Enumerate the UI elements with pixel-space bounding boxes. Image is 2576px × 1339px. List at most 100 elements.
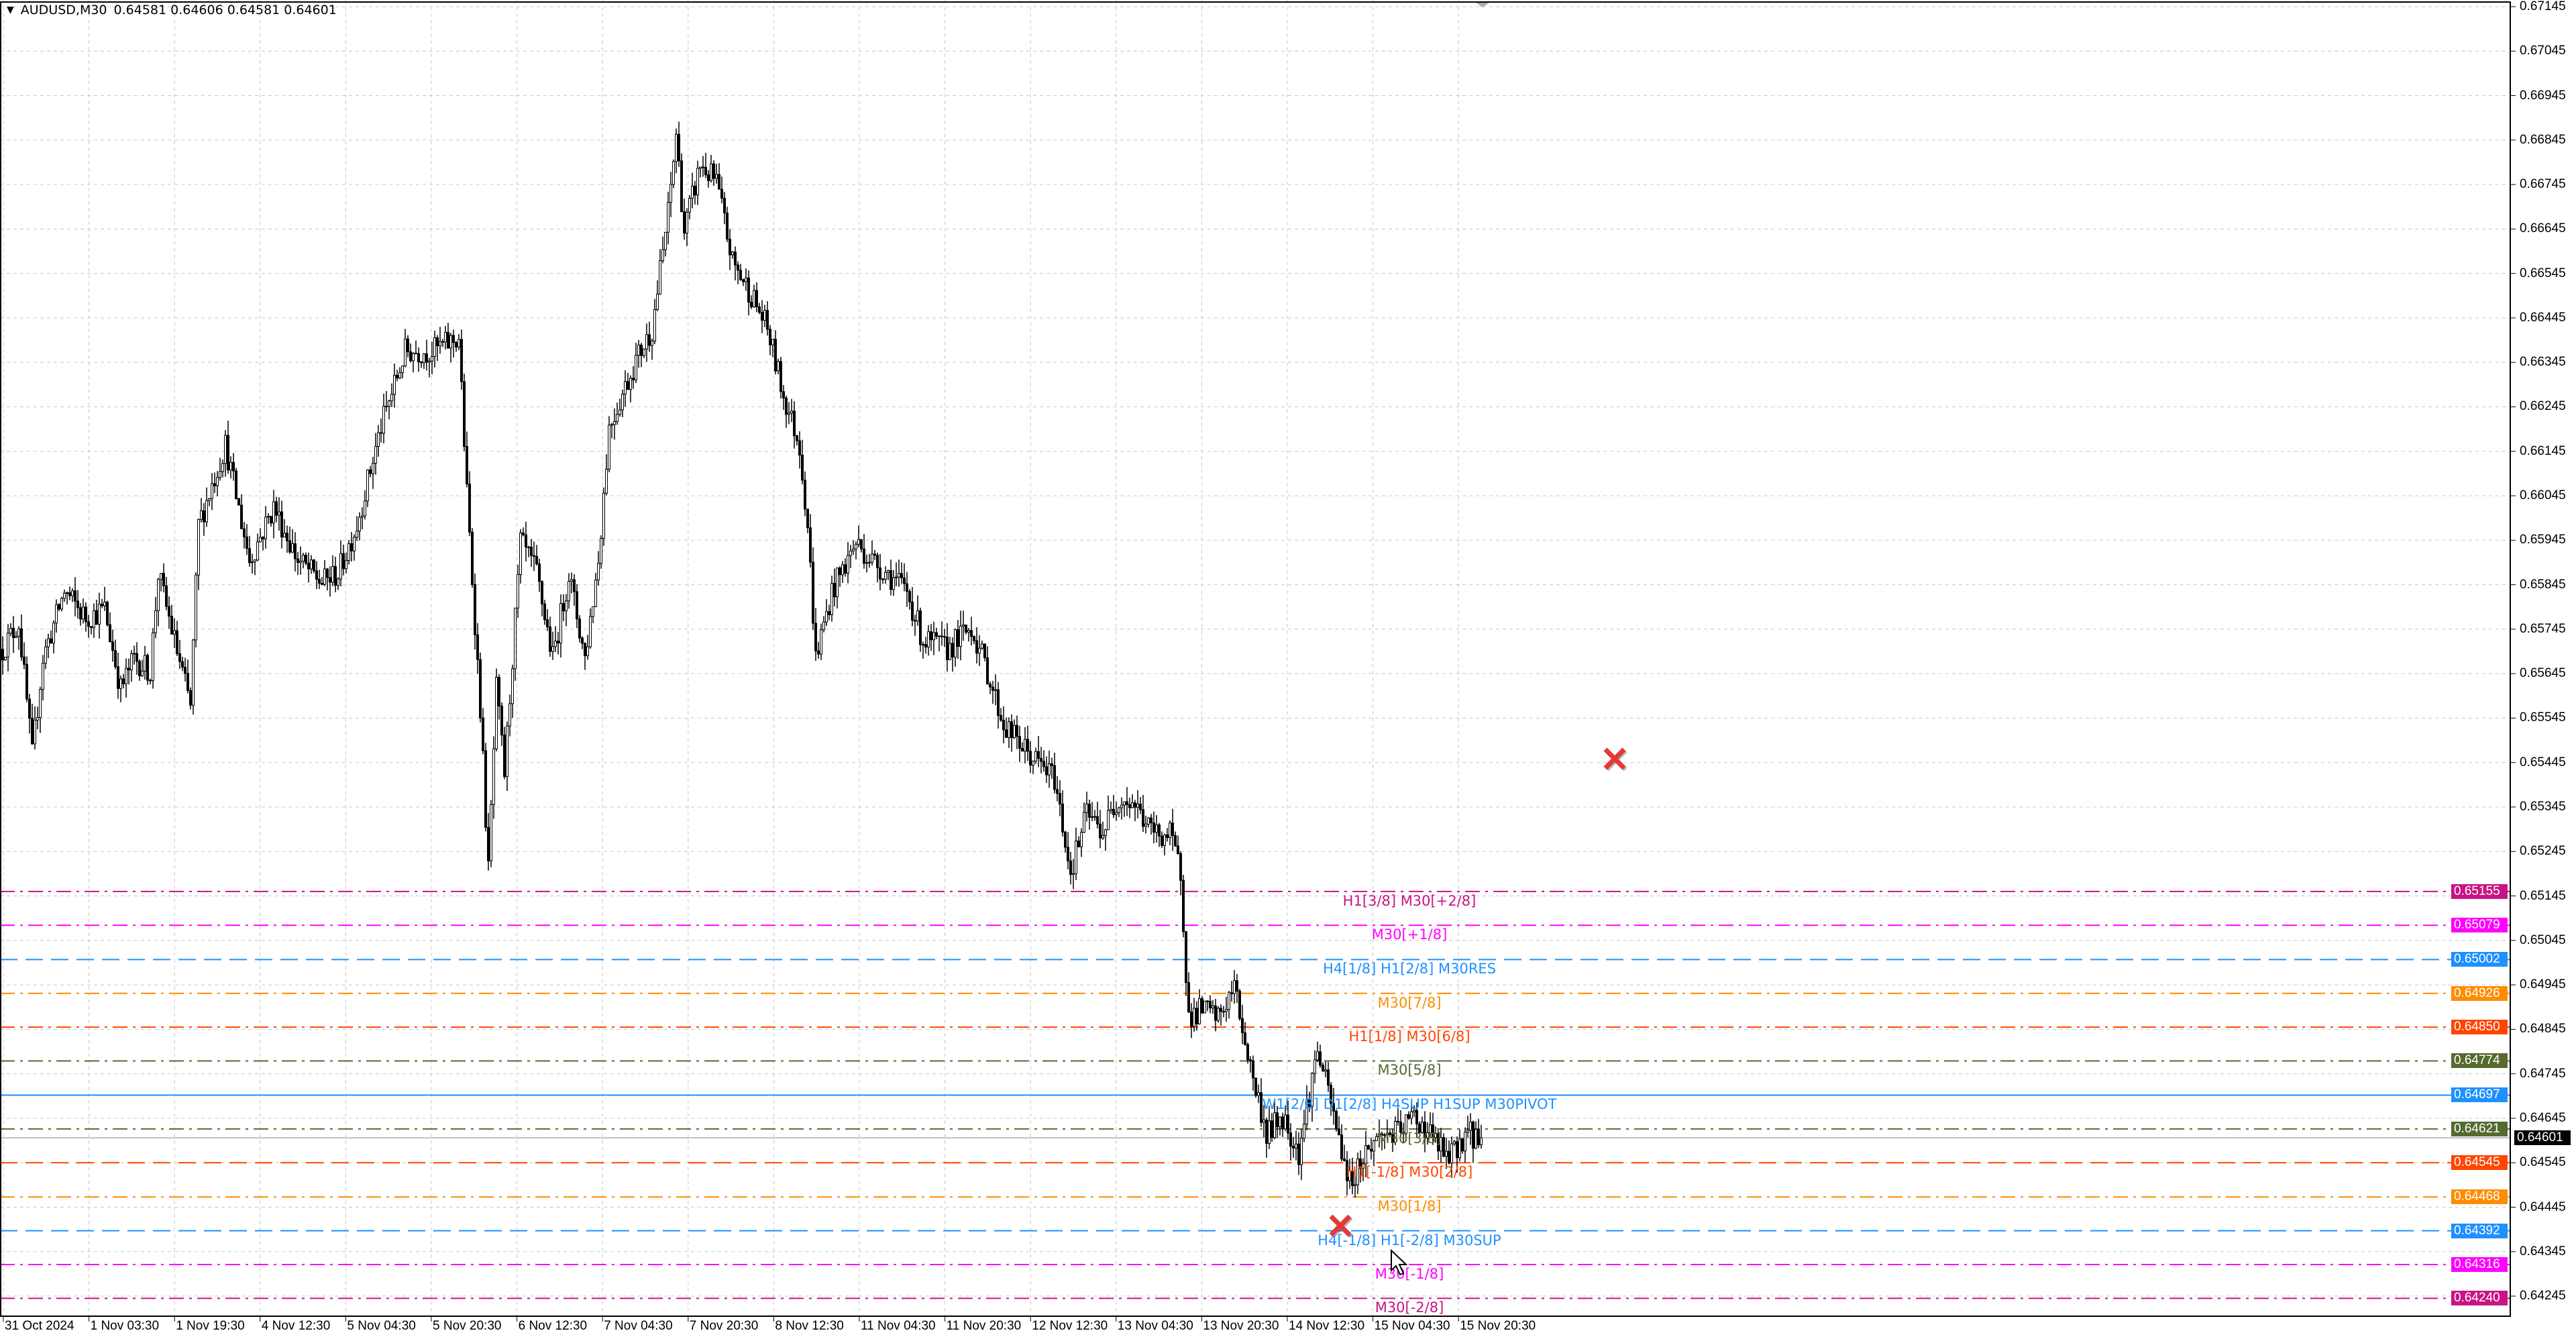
candle-body xyxy=(594,580,597,607)
level-price-tag: 0.64621 xyxy=(2451,1121,2508,1136)
candle-body xyxy=(868,561,871,564)
candle-body xyxy=(227,435,229,471)
candle-body xyxy=(1110,808,1112,811)
candle-body xyxy=(474,584,476,635)
candle-body xyxy=(592,606,594,617)
time-axis-label: 7 Nov 04:30 xyxy=(604,1319,673,1333)
candle-body xyxy=(44,646,47,664)
candle-body xyxy=(565,600,568,612)
candle-body xyxy=(1120,804,1123,808)
candle-body xyxy=(1429,1124,1432,1134)
candle-body xyxy=(103,602,106,606)
candle-body xyxy=(1099,823,1102,839)
candle-body xyxy=(455,342,458,347)
candle-body xyxy=(31,718,34,745)
candle-body xyxy=(661,249,664,262)
candle-body xyxy=(927,631,930,648)
candle-body xyxy=(1016,725,1018,737)
candle-body xyxy=(297,558,299,564)
candle-body xyxy=(1187,982,1190,1013)
candle-body xyxy=(782,391,785,398)
candle-body xyxy=(549,626,551,652)
candle-body xyxy=(1161,835,1163,846)
candle-body xyxy=(1418,1124,1421,1133)
candle-body xyxy=(581,637,584,644)
candle-body xyxy=(686,211,688,234)
candle-body xyxy=(259,537,262,543)
candle-body xyxy=(216,477,219,486)
time-axis-label: 1 Nov 19:30 xyxy=(176,1319,245,1333)
price-axis-label: 0.65245 xyxy=(2520,844,2566,859)
candle-body xyxy=(1179,853,1182,881)
candle-body xyxy=(648,334,651,346)
candle-body xyxy=(229,462,232,471)
candle-body xyxy=(25,663,28,700)
candle-body xyxy=(248,548,251,564)
red-x-icon[interactable] xyxy=(1329,1214,1353,1238)
level-price-tag: 0.64774 xyxy=(2451,1053,2508,1069)
candle-body xyxy=(873,553,876,555)
candle-body xyxy=(1040,757,1042,762)
candle-body xyxy=(533,555,535,557)
candle-body xyxy=(356,531,358,538)
candle-body xyxy=(398,372,401,378)
time-axis-label: 11 Nov 04:30 xyxy=(861,1319,936,1333)
candle-body xyxy=(1238,990,1241,1019)
candle-body xyxy=(1217,1008,1220,1021)
candle-body xyxy=(624,381,627,394)
candle-body xyxy=(280,511,283,538)
candle-body xyxy=(629,378,632,390)
candle-body xyxy=(576,591,578,620)
candle-body xyxy=(1340,1134,1343,1160)
chart-shift-marker[interactable] xyxy=(1476,3,1489,7)
dropdown-triangle-icon[interactable]: ▼ xyxy=(7,5,14,15)
level-price-tag: 0.64316 xyxy=(2451,1257,2508,1272)
ohlc-high: 0.64606 xyxy=(170,3,223,17)
candle-body xyxy=(119,678,122,689)
candle-body xyxy=(1375,1136,1378,1141)
candle-body xyxy=(307,562,310,570)
chart-header: ▼ AUDUSD,M30 0.64581 0.64606 0.64581 0.6… xyxy=(7,3,337,17)
candle-body xyxy=(723,197,726,214)
candle-body xyxy=(1144,823,1147,827)
candle-body xyxy=(243,528,246,537)
candle-body xyxy=(192,639,195,706)
level-price-tag: 0.65002 xyxy=(2451,952,2508,967)
candle-body xyxy=(557,641,559,644)
candle-body xyxy=(930,631,932,641)
candle-body xyxy=(745,277,747,282)
candle-body xyxy=(712,163,715,179)
red-x-icon[interactable] xyxy=(1603,747,1627,771)
candle-body xyxy=(1281,1116,1284,1130)
candle-body xyxy=(347,543,350,561)
candle-body xyxy=(1407,1114,1410,1119)
candle-body xyxy=(1051,763,1053,766)
candle-body xyxy=(672,161,675,185)
candle-body xyxy=(675,133,678,162)
candle-body xyxy=(887,570,890,573)
candle-body xyxy=(275,501,278,516)
candle-body xyxy=(4,657,7,661)
candle-body xyxy=(272,501,275,524)
candle-body xyxy=(358,517,361,532)
price-axis-label: 0.66445 xyxy=(2520,310,2566,325)
candle-body xyxy=(36,717,39,720)
candle-body xyxy=(924,644,927,648)
candle-body xyxy=(562,603,565,612)
candle-body xyxy=(731,252,734,256)
candle-body xyxy=(106,602,109,625)
candle-body xyxy=(1254,1077,1257,1096)
candle-body xyxy=(1391,1134,1394,1143)
candles xyxy=(1,121,1483,1198)
candle-body xyxy=(1142,809,1144,827)
candle-body xyxy=(291,543,294,553)
candle-body xyxy=(195,574,197,641)
candle-body xyxy=(28,698,31,719)
level-price-tag: 0.64240 xyxy=(2451,1291,2508,1306)
candle-body xyxy=(254,559,256,563)
candle-body xyxy=(683,211,686,234)
candle-body xyxy=(1171,822,1174,836)
candle-body xyxy=(439,341,441,346)
candle-body xyxy=(688,198,691,213)
